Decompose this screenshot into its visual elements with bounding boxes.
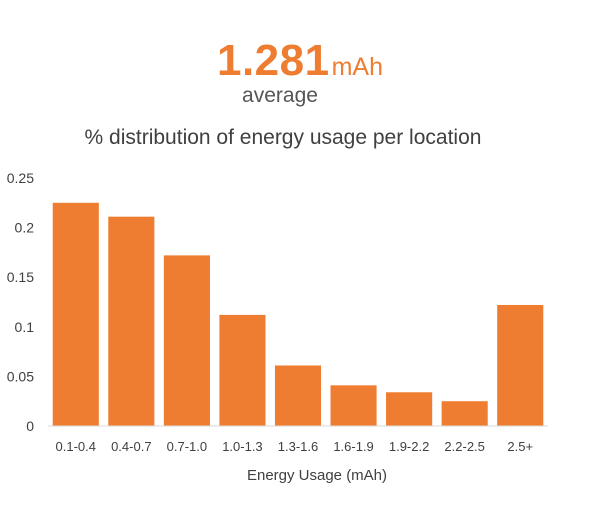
x-axis-title: Energy Usage (mAh) <box>247 467 387 484</box>
x-tick-label: 2.5+ <box>507 439 533 454</box>
x-tick-label: 1.0-1.3 <box>222 439 262 454</box>
bar <box>497 304 544 426</box>
bar <box>219 314 266 426</box>
bar-chart: 0 0.05 0.1 0.15 0.2 0.25 0.1-0.4 0.4-0.7 0.7-1.0… <box>7 170 548 484</box>
y-tick-label: 0.15 <box>7 269 34 285</box>
average-caption: average <box>242 84 318 107</box>
bar <box>274 365 322 426</box>
x-tick-label: 0.1-0.4 <box>56 439 96 454</box>
y-tick-label: 0 <box>26 418 34 434</box>
average-unit: mAh <box>331 53 383 81</box>
average-headline: 1.281mAh <box>0 36 600 86</box>
bar <box>52 202 99 426</box>
average-value: 1.281 <box>216 36 330 85</box>
x-tick-label: 1.9-2.2 <box>389 439 429 454</box>
y-tick-label: 0.05 <box>7 368 34 384</box>
chart-title: % distribution of energy usage per locat… <box>84 126 482 149</box>
y-tick-label: 0.2 <box>15 220 35 236</box>
y-tick-label: 0.1 <box>15 319 35 335</box>
x-tick-label: 1.6-1.9 <box>333 439 373 454</box>
x-tick-label: 0.7-1.0 <box>167 439 207 454</box>
bar <box>330 385 377 426</box>
bar <box>108 216 155 426</box>
y-tick-label: 0.25 <box>7 170 34 186</box>
x-tick-label: 2.2-2.5 <box>444 439 484 454</box>
x-tick-label: 0.4-0.7 <box>111 439 151 454</box>
bar <box>386 392 433 426</box>
bar <box>441 401 488 426</box>
bar <box>163 255 210 426</box>
x-tick-label: 1.3-1.6 <box>278 439 318 454</box>
